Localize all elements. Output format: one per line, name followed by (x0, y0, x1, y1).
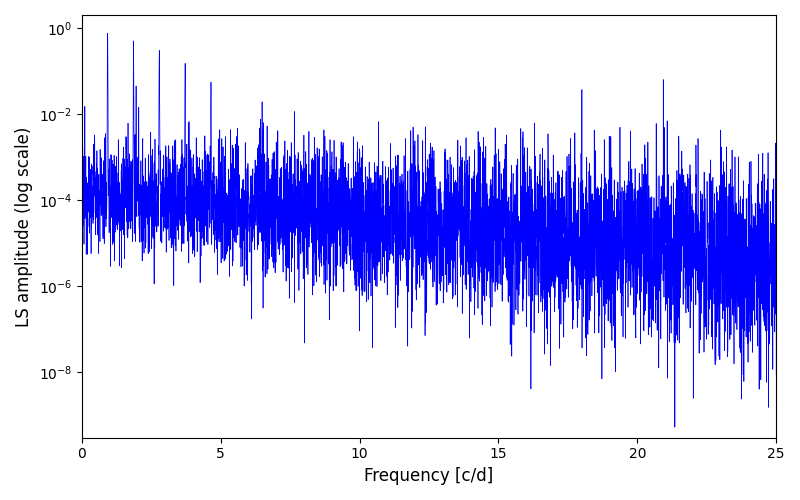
Y-axis label: LS amplitude (log scale): LS amplitude (log scale) (15, 126, 33, 326)
X-axis label: Frequency [c/d]: Frequency [c/d] (364, 467, 494, 485)
